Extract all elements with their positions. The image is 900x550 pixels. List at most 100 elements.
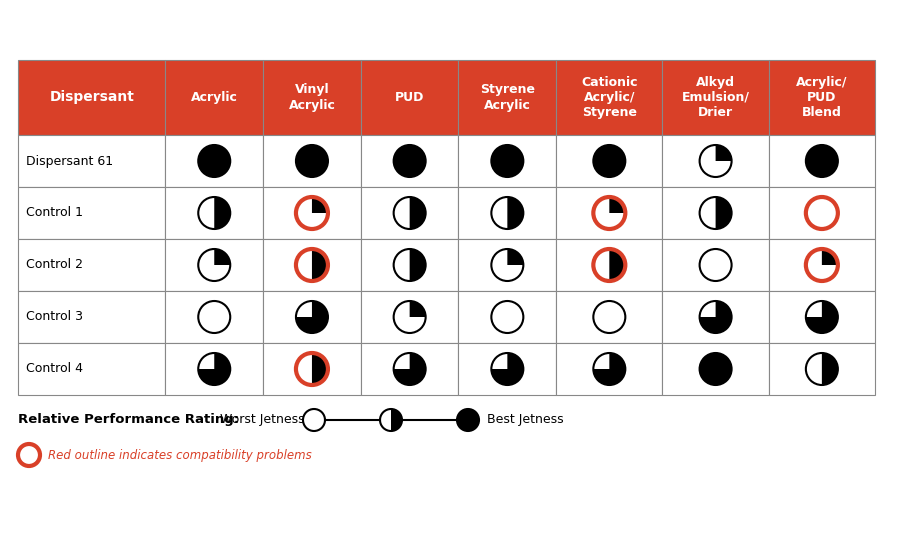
Circle shape — [296, 145, 328, 177]
FancyBboxPatch shape — [458, 187, 556, 239]
Wedge shape — [214, 249, 230, 265]
Circle shape — [303, 409, 325, 431]
Circle shape — [491, 353, 523, 385]
FancyBboxPatch shape — [18, 60, 166, 135]
Circle shape — [198, 197, 230, 229]
FancyBboxPatch shape — [556, 60, 662, 135]
Circle shape — [393, 197, 426, 229]
Circle shape — [393, 301, 426, 333]
Wedge shape — [393, 353, 426, 385]
FancyBboxPatch shape — [458, 135, 556, 187]
Text: Control 3: Control 3 — [26, 311, 83, 323]
Wedge shape — [296, 301, 328, 333]
Text: Dispersant: Dispersant — [50, 91, 134, 104]
Circle shape — [296, 197, 328, 229]
Wedge shape — [410, 249, 426, 281]
FancyBboxPatch shape — [263, 291, 361, 343]
Text: Worst Jetness: Worst Jetness — [220, 414, 304, 426]
Circle shape — [806, 197, 838, 229]
Circle shape — [806, 301, 838, 333]
Circle shape — [491, 145, 523, 177]
Circle shape — [18, 444, 40, 466]
FancyBboxPatch shape — [556, 187, 662, 239]
FancyBboxPatch shape — [166, 343, 263, 395]
FancyBboxPatch shape — [166, 60, 263, 135]
Circle shape — [393, 353, 426, 385]
Circle shape — [393, 249, 426, 281]
FancyBboxPatch shape — [263, 60, 361, 135]
Circle shape — [198, 145, 230, 177]
FancyBboxPatch shape — [458, 343, 556, 395]
Wedge shape — [593, 353, 626, 385]
Circle shape — [593, 145, 626, 177]
FancyBboxPatch shape — [263, 239, 361, 291]
Wedge shape — [609, 197, 626, 213]
FancyBboxPatch shape — [18, 135, 166, 187]
Text: Alkyd
Emulsion/
Drier: Alkyd Emulsion/ Drier — [681, 76, 750, 119]
Circle shape — [198, 249, 230, 281]
FancyBboxPatch shape — [556, 343, 662, 395]
FancyBboxPatch shape — [769, 135, 875, 187]
Circle shape — [806, 145, 838, 177]
Text: Control 1: Control 1 — [26, 206, 83, 219]
Wedge shape — [822, 249, 838, 265]
FancyBboxPatch shape — [361, 60, 458, 135]
Wedge shape — [609, 249, 626, 281]
Wedge shape — [508, 197, 523, 229]
FancyBboxPatch shape — [18, 291, 166, 343]
FancyBboxPatch shape — [263, 135, 361, 187]
Circle shape — [457, 409, 479, 431]
Text: Cationic
Acrylic/
Styrene: Cationic Acrylic/ Styrene — [581, 76, 637, 119]
FancyBboxPatch shape — [556, 239, 662, 291]
Circle shape — [593, 249, 626, 281]
Circle shape — [296, 353, 328, 385]
Text: Dispersant 61: Dispersant 61 — [26, 155, 113, 168]
Text: Acrylic: Acrylic — [191, 91, 238, 104]
Wedge shape — [410, 197, 426, 229]
Circle shape — [699, 145, 732, 177]
FancyBboxPatch shape — [769, 239, 875, 291]
FancyBboxPatch shape — [662, 291, 769, 343]
Text: Red outline indicates compatibility problems: Red outline indicates compatibility prob… — [48, 448, 311, 461]
FancyBboxPatch shape — [662, 239, 769, 291]
Circle shape — [198, 301, 230, 333]
Wedge shape — [391, 409, 402, 431]
Circle shape — [593, 353, 626, 385]
FancyBboxPatch shape — [166, 239, 263, 291]
FancyBboxPatch shape — [18, 343, 166, 395]
FancyBboxPatch shape — [662, 60, 769, 135]
Text: Relative Performance Rating:: Relative Performance Rating: — [18, 414, 239, 426]
FancyBboxPatch shape — [361, 343, 458, 395]
Wedge shape — [214, 197, 230, 229]
FancyBboxPatch shape — [769, 60, 875, 135]
Circle shape — [198, 353, 230, 385]
Circle shape — [198, 145, 230, 177]
Circle shape — [457, 409, 479, 431]
Text: Styrene
Acrylic: Styrene Acrylic — [480, 84, 535, 112]
Circle shape — [491, 249, 523, 281]
FancyBboxPatch shape — [18, 239, 166, 291]
Text: Control 4: Control 4 — [26, 362, 83, 376]
Circle shape — [699, 301, 732, 333]
FancyBboxPatch shape — [662, 135, 769, 187]
Text: Acrylic/
PUD
Blend: Acrylic/ PUD Blend — [796, 76, 848, 119]
Wedge shape — [716, 145, 732, 161]
Circle shape — [491, 145, 523, 177]
Text: PUD: PUD — [395, 91, 424, 104]
FancyBboxPatch shape — [166, 187, 263, 239]
FancyBboxPatch shape — [662, 343, 769, 395]
Wedge shape — [491, 353, 523, 385]
Text: Vinyl
Acrylic: Vinyl Acrylic — [289, 84, 336, 112]
FancyBboxPatch shape — [361, 239, 458, 291]
Wedge shape — [312, 353, 328, 385]
Circle shape — [699, 197, 732, 229]
Circle shape — [491, 301, 523, 333]
Text: Control 2: Control 2 — [26, 258, 83, 272]
Wedge shape — [699, 301, 732, 333]
FancyBboxPatch shape — [361, 187, 458, 239]
Wedge shape — [716, 197, 732, 229]
Wedge shape — [198, 353, 230, 385]
Circle shape — [296, 301, 328, 333]
Wedge shape — [822, 353, 838, 385]
Circle shape — [393, 145, 426, 177]
